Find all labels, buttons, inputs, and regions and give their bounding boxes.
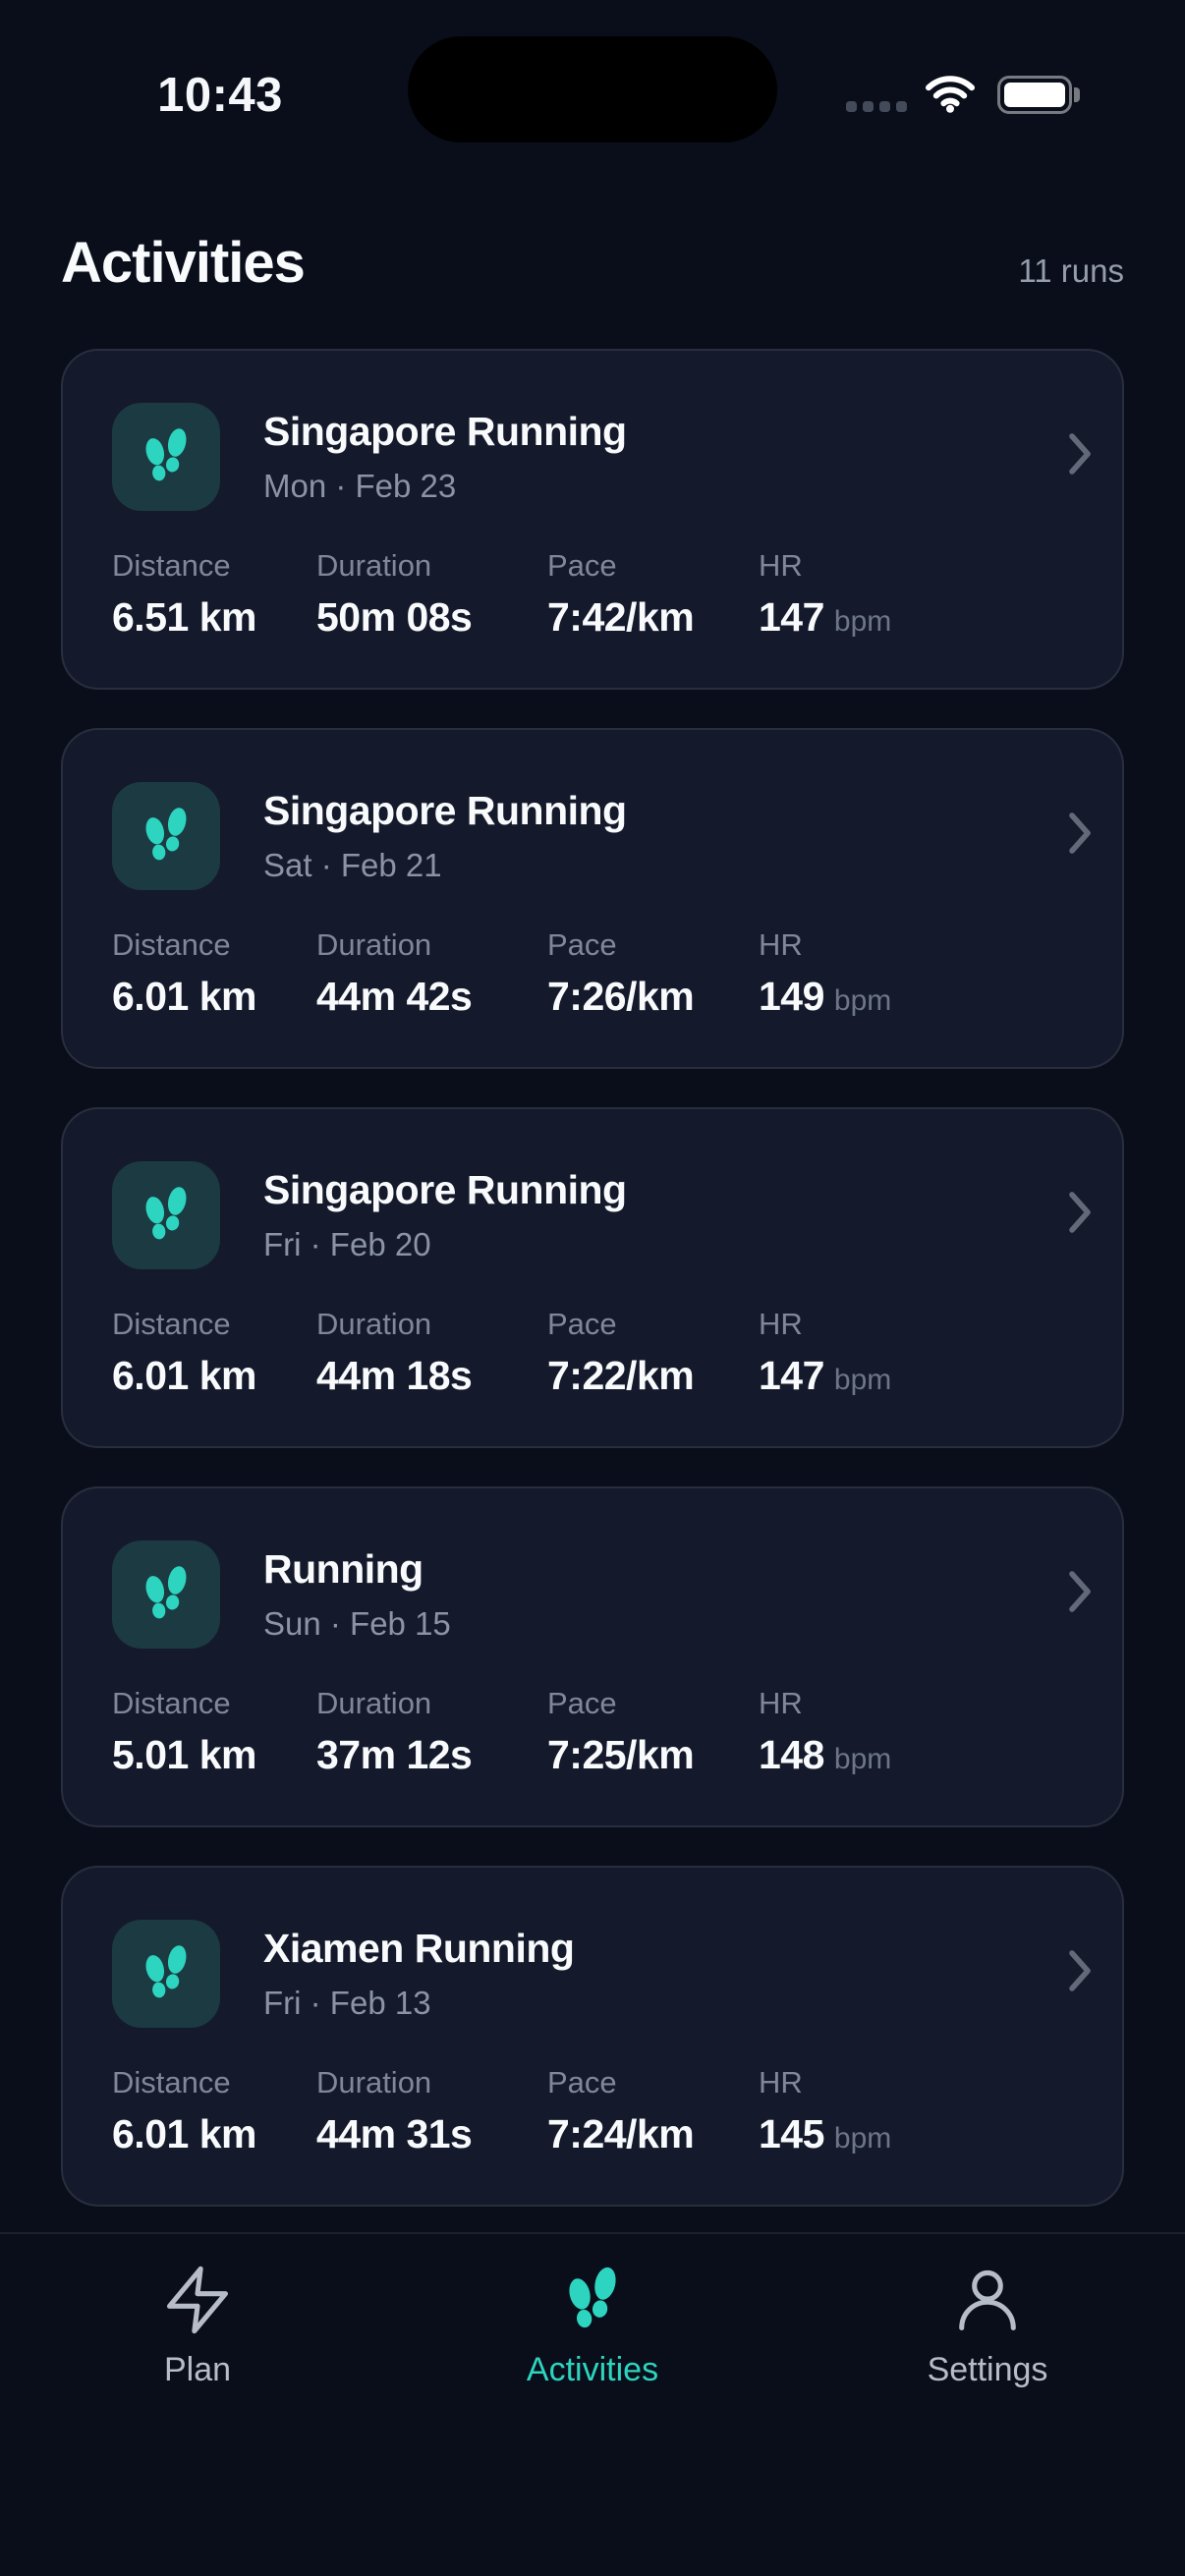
footprints-icon: [142, 1943, 190, 1999]
footprints-icon: [142, 806, 190, 862]
status-time: 10:43: [157, 69, 283, 122]
stat-hr: HR 145 bpm: [759, 2065, 892, 2156]
stats-row: Distance 6.51 km Duration 50m 08s Pace 7…: [112, 547, 1093, 645]
activity-card[interactable]: Singapore Running Fri · Feb 20 Distance …: [61, 1107, 1124, 1448]
tab-label: Activities: [526, 2351, 659, 2388]
footprints-icon: [142, 1185, 190, 1241]
stats-row: Distance 6.01 km Duration 44m 31s Pace 7…: [112, 2064, 1093, 2162]
stat-pace: Pace 7:22/km: [547, 1307, 695, 1398]
run-count-badge: 11 runs: [1018, 252, 1124, 289]
stats-row: Distance 5.01 km Duration 37m 12s Pace 7…: [112, 1685, 1093, 1783]
footprints-icon: [142, 426, 190, 482]
chevron-right-icon: [1065, 810, 1095, 862]
tab-activities[interactable]: Activities: [395, 2260, 790, 2389]
activity-icon-tile: [112, 1540, 220, 1649]
activity-date: Fri · Feb 13: [263, 1985, 431, 2021]
wifi-icon: [925, 74, 976, 118]
tab-settings[interactable]: Settings: [790, 2260, 1185, 2389]
stat-duration: Duration 44m 31s: [316, 2065, 473, 2156]
stat-duration: Duration 50m 08s: [316, 548, 473, 640]
stat-duration: Duration 44m 18s: [316, 1307, 473, 1398]
chevron-right-icon: [1065, 1947, 1095, 1999]
tab-bar: Plan Activities Settings: [0, 2232, 1185, 2576]
stat-distance: Distance 5.01 km: [112, 1686, 256, 1777]
person-icon: [950, 2260, 1025, 2340]
activity-title: Xiamen Running: [263, 1926, 575, 1971]
stat-hr: HR 149 bpm: [759, 927, 892, 1019]
stat-distance: Distance 6.01 km: [112, 2065, 256, 2156]
hr-unit: bpm: [833, 2122, 892, 2155]
stat-hr: HR 147 bpm: [759, 1307, 892, 1398]
activity-icon-tile: [112, 1920, 220, 2028]
activity-title: Running: [263, 1546, 423, 1592]
stat-duration: Duration 44m 42s: [316, 927, 473, 1019]
activity-date: Sat · Feb 21: [263, 847, 442, 883]
stat-hr: HR 148 bpm: [759, 1686, 892, 1777]
activity-title: Singapore Running: [263, 788, 627, 833]
hr-unit: bpm: [833, 1364, 892, 1396]
activity-card[interactable]: Running Sun · Feb 15 Distance 5.01 km Du…: [61, 1486, 1124, 1827]
activity-title: Singapore Running: [263, 409, 627, 454]
stat-duration: Duration 37m 12s: [316, 1686, 473, 1777]
stat-distance: Distance 6.01 km: [112, 927, 256, 1019]
chevron-right-icon: [1065, 1568, 1095, 1620]
chevron-right-icon: [1065, 1189, 1095, 1241]
stat-distance: Distance 6.51 km: [112, 548, 256, 640]
activity-icon-tile: [112, 1161, 220, 1269]
stat-pace: Pace 7:42/km: [547, 548, 695, 640]
activity-card[interactable]: Singapore Running Sat · Feb 21 Distance …: [61, 728, 1124, 1069]
tab-plan[interactable]: Plan: [0, 2260, 395, 2389]
hr-unit: bpm: [833, 605, 892, 638]
activity-icon-tile: [112, 782, 220, 890]
stats-row: Distance 6.01 km Duration 44m 42s Pace 7…: [112, 926, 1093, 1025]
page-header: Activities 11 runs: [61, 228, 1124, 299]
dynamic-island: [408, 36, 777, 142]
activity-icon-tile: [112, 403, 220, 511]
stat-pace: Pace 7:26/km: [547, 927, 695, 1019]
battery-icon: [997, 76, 1080, 114]
cellular-signal-dots-icon: [846, 101, 907, 112]
activity-date: Fri · Feb 20: [263, 1226, 431, 1262]
stat-distance: Distance 6.01 km: [112, 1307, 256, 1398]
stat-hr: HR 147 bpm: [759, 548, 892, 640]
lightning-bolt-icon: [160, 2260, 235, 2340]
activity-card[interactable]: Singapore Running Mon · Feb 23 Distance …: [61, 349, 1124, 690]
activity-date: Mon · Feb 23: [263, 468, 457, 504]
activity-date: Sun · Feb 15: [263, 1605, 451, 1642]
footprints-icon: [555, 2260, 630, 2340]
stat-pace: Pace 7:25/km: [547, 1686, 695, 1777]
page-title: Activities: [61, 231, 306, 295]
hr-unit: bpm: [833, 984, 892, 1017]
stats-row: Distance 6.01 km Duration 44m 18s Pace 7…: [112, 1306, 1093, 1404]
activity-list: Singapore Running Mon · Feb 23 Distance …: [61, 349, 1124, 2245]
footprints-icon: [142, 1564, 190, 1620]
tab-label: Settings: [927, 2351, 1048, 2388]
chevron-right-icon: [1065, 430, 1095, 482]
activity-title: Singapore Running: [263, 1167, 627, 1212]
hr-unit: bpm: [833, 1743, 892, 1775]
stat-pace: Pace 7:24/km: [547, 2065, 695, 2156]
tab-label: Plan: [163, 2351, 232, 2388]
activity-card[interactable]: Xiamen Running Fri · Feb 13 Distance 6.0…: [61, 1866, 1124, 2207]
